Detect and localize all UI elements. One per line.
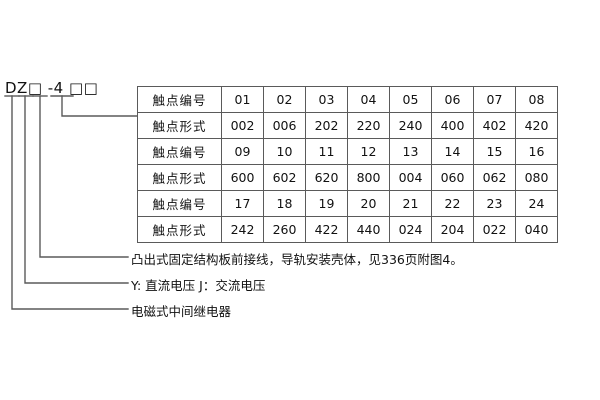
leader-to-annotation-2 bbox=[11, 95, 129, 310]
table-cell: 10 bbox=[263, 138, 306, 165]
annotation-structure-mounting: 凸出式固定结构板前接线，导轨安装壳体，见336页附图4。 bbox=[131, 252, 463, 267]
leader-to-table bbox=[61, 95, 139, 117]
table-cell: 260 bbox=[263, 216, 306, 243]
row-header: 触点编号 bbox=[137, 190, 222, 217]
leader-to-annotation-1 bbox=[24, 95, 129, 284]
table-cell: 600 bbox=[221, 164, 264, 191]
table-cell: 19 bbox=[305, 190, 348, 217]
table-cell: 12 bbox=[347, 138, 390, 165]
table-cell: 18 bbox=[263, 190, 306, 217]
table-cell: 420 bbox=[515, 112, 558, 139]
table-cell: 220 bbox=[347, 112, 390, 139]
table-cell: 060 bbox=[431, 164, 474, 191]
row-header: 触点形式 bbox=[137, 112, 222, 139]
table-cell: 040 bbox=[515, 216, 558, 243]
table-row: 触点编号 09 10 11 12 13 14 15 16 bbox=[137, 138, 558, 165]
table-cell: 11 bbox=[305, 138, 348, 165]
table-cell: 400 bbox=[431, 112, 474, 139]
table-cell: 002 bbox=[221, 112, 264, 139]
table-cell: 080 bbox=[515, 164, 558, 191]
table-cell: 14 bbox=[431, 138, 474, 165]
table-cell: 240 bbox=[389, 112, 432, 139]
table-row: 触点编号 01 02 03 04 05 06 07 08 bbox=[137, 86, 558, 113]
table-cell: 422 bbox=[305, 216, 348, 243]
table-cell: 15 bbox=[473, 138, 516, 165]
table-row: 触点编号 17 18 19 20 21 22 23 24 bbox=[137, 190, 558, 217]
table-cell: 800 bbox=[347, 164, 390, 191]
row-header: 触点形式 bbox=[137, 216, 222, 243]
table-cell: 440 bbox=[347, 216, 390, 243]
table-cell: 24 bbox=[515, 190, 558, 217]
table-cell: 07 bbox=[473, 86, 516, 113]
table-cell: 202 bbox=[305, 112, 348, 139]
table-cell: 03 bbox=[305, 86, 348, 113]
table-cell: 620 bbox=[305, 164, 348, 191]
row-header: 触点编号 bbox=[137, 138, 222, 165]
table-cell: 13 bbox=[389, 138, 432, 165]
table-cell: 21 bbox=[389, 190, 432, 217]
table-cell: 01 bbox=[221, 86, 264, 113]
table-row: 触点形式 002 006 202 220 240 400 402 420 bbox=[137, 112, 558, 139]
table-cell: 20 bbox=[347, 190, 390, 217]
table-cell: 204 bbox=[431, 216, 474, 243]
table-cell: 16 bbox=[515, 138, 558, 165]
table-cell: 402 bbox=[473, 112, 516, 139]
table-cell: 024 bbox=[389, 216, 432, 243]
annotation-voltage-type: Y: 直流电压 J：交流电压 bbox=[131, 278, 266, 293]
table-cell: 02 bbox=[263, 86, 306, 113]
table-cell: 242 bbox=[221, 216, 264, 243]
table-cell: 23 bbox=[473, 190, 516, 217]
table-cell: 08 bbox=[515, 86, 558, 113]
table-cell: 04 bbox=[347, 86, 390, 113]
table-cell: 022 bbox=[473, 216, 516, 243]
table-row: 触点形式 600 602 620 800 004 060 062 080 bbox=[137, 164, 558, 191]
leader-to-annotation-0 bbox=[39, 95, 129, 258]
table-cell: 06 bbox=[431, 86, 474, 113]
table-cell: 062 bbox=[473, 164, 516, 191]
table-cell: 09 bbox=[221, 138, 264, 165]
table-cell: 602 bbox=[263, 164, 306, 191]
model-code-label: DZ□ -4 □□ bbox=[5, 79, 99, 97]
row-header: 触点形式 bbox=[137, 164, 222, 191]
table-cell: 004 bbox=[389, 164, 432, 191]
annotation-relay-type: 电磁式中间继电器 bbox=[131, 304, 232, 319]
table-cell: 006 bbox=[263, 112, 306, 139]
table-row: 触点形式 242 260 422 440 024 204 022 040 bbox=[137, 216, 558, 243]
row-header: 触点编号 bbox=[137, 86, 222, 113]
table-cell: 17 bbox=[221, 190, 264, 217]
contact-spec-table: 触点编号 01 02 03 04 05 06 07 08 触点形式 002 00… bbox=[137, 86, 558, 243]
table-cell: 05 bbox=[389, 86, 432, 113]
table-cell: 22 bbox=[431, 190, 474, 217]
